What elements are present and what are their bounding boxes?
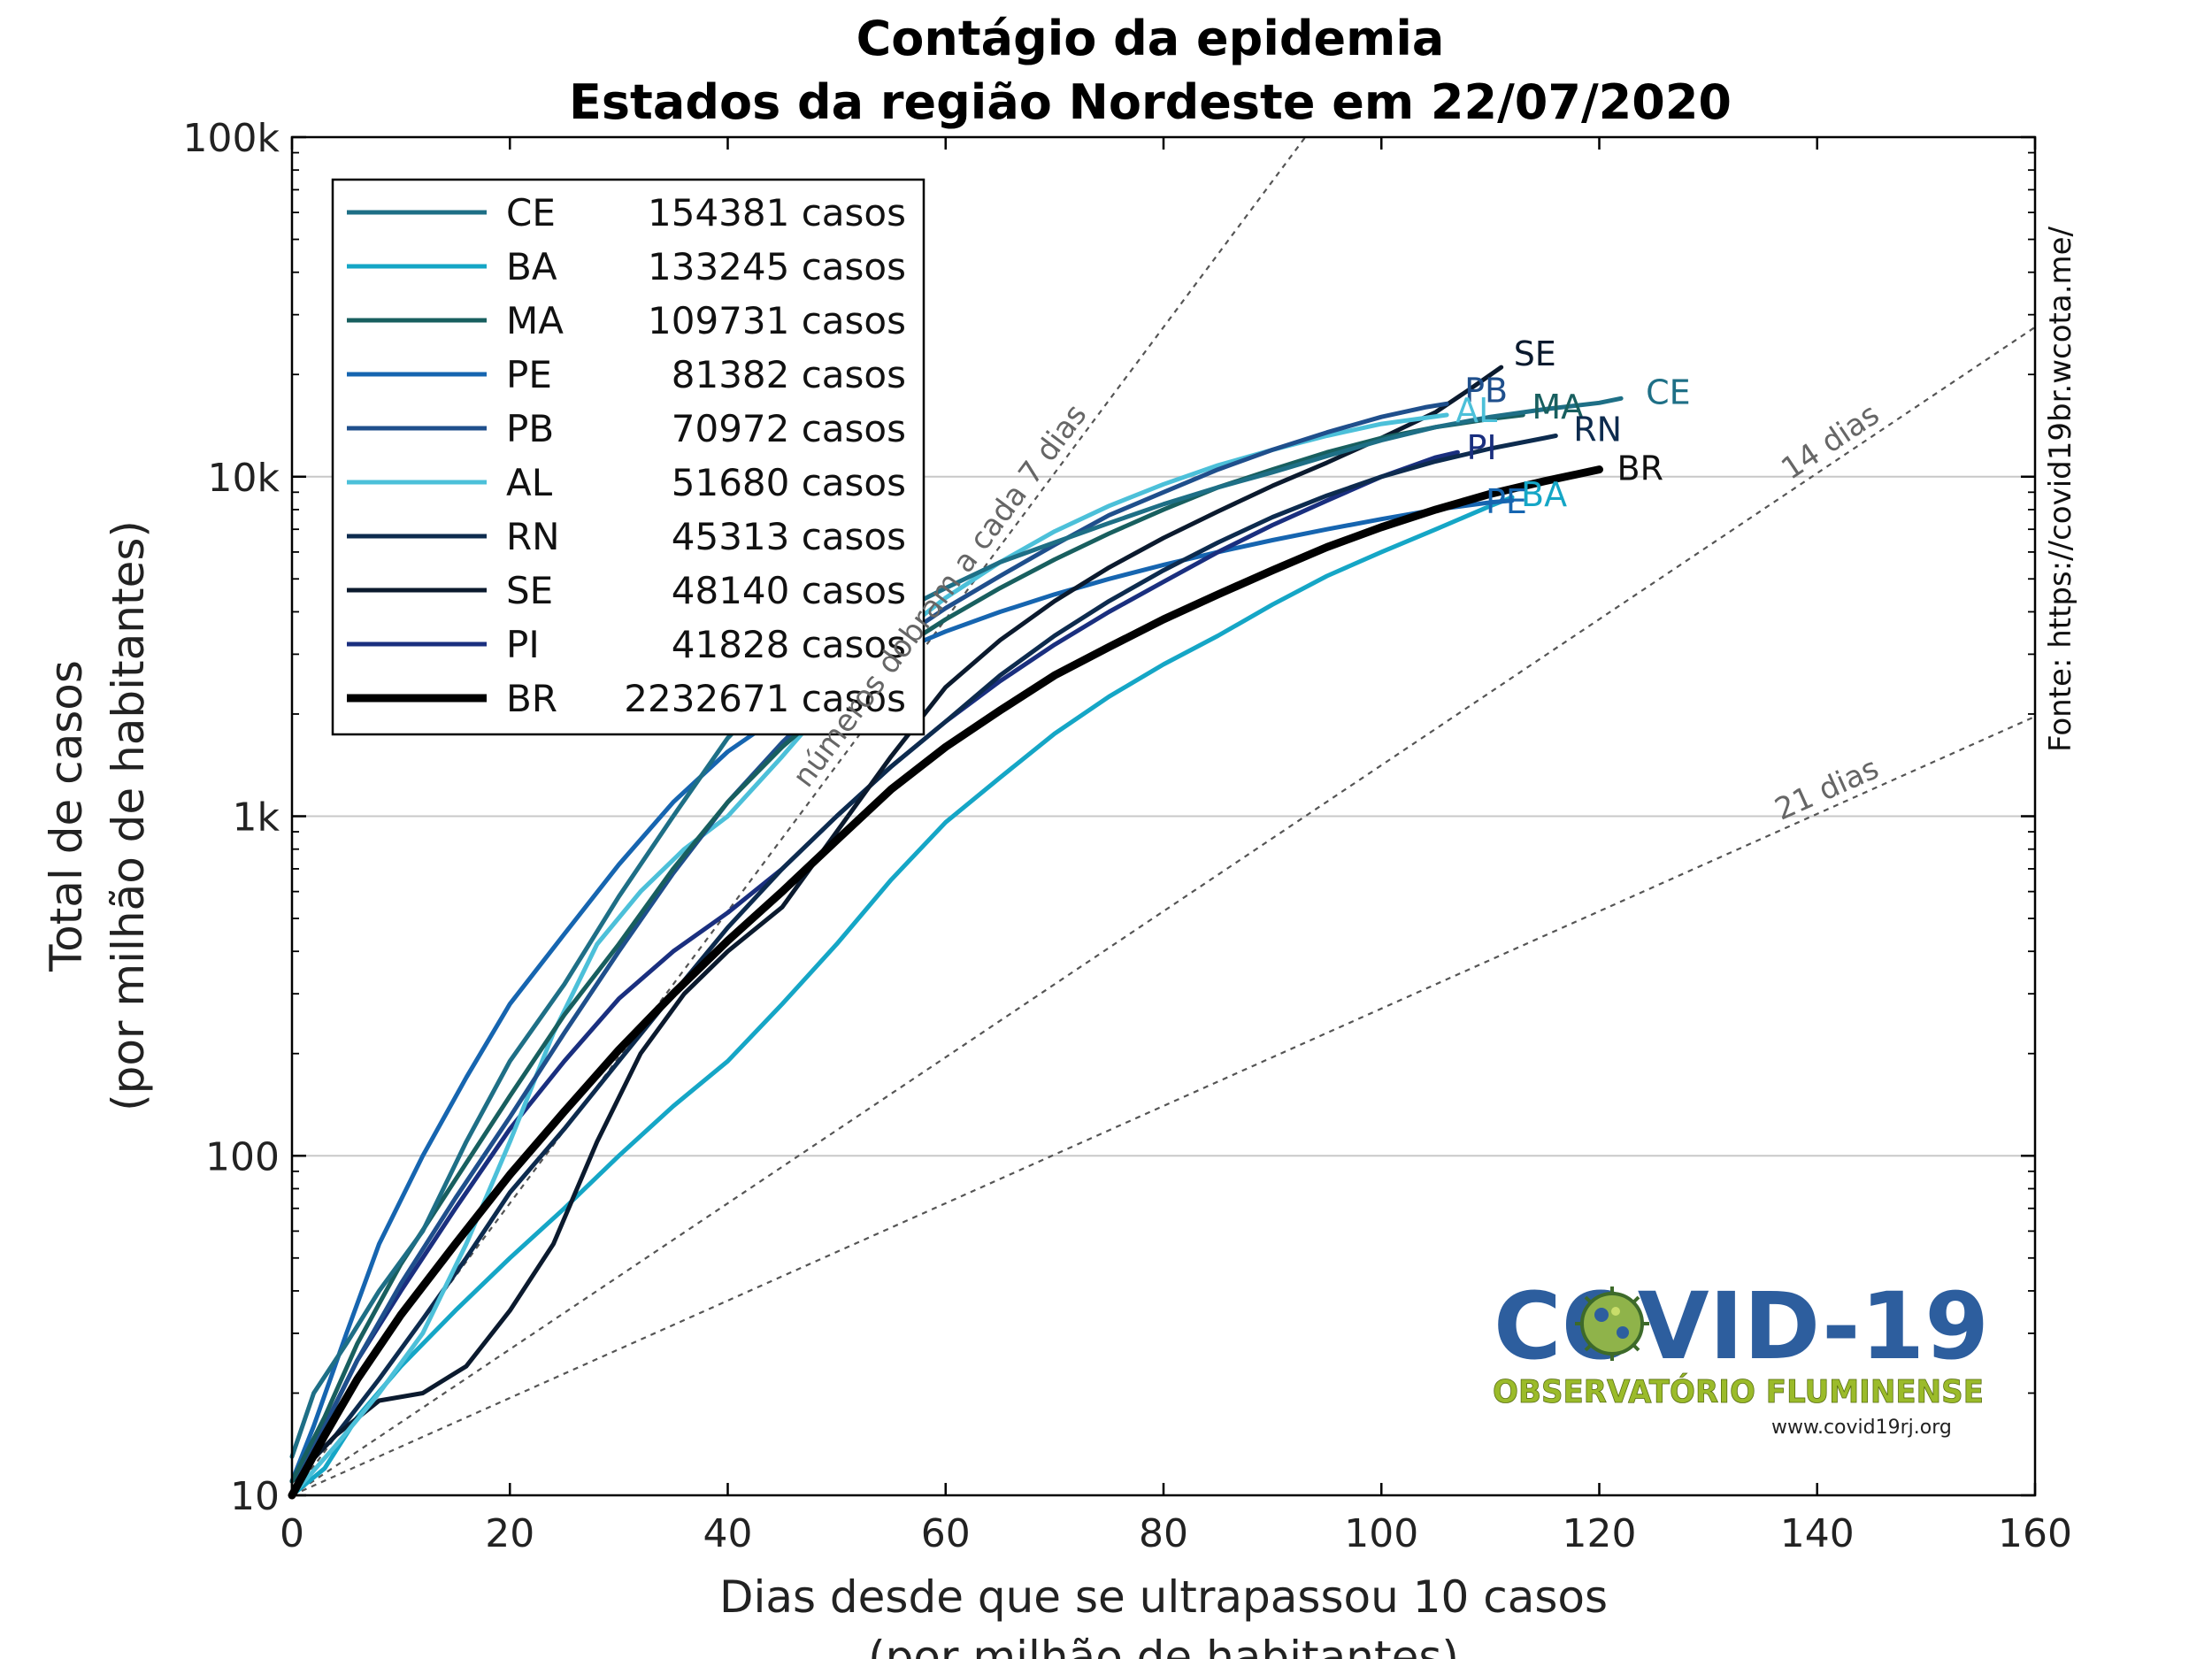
y-axis-label-2: (por milhão de habitantes) (103, 520, 154, 1111)
legend-name: PB (506, 407, 554, 450)
reference-line (292, 137, 1307, 1495)
chart-subtitle: Estados da região Nordeste em 22/07/2020 (569, 74, 1732, 130)
series-end-label: PE (1486, 482, 1527, 521)
legend-name: PI (506, 623, 540, 666)
y-tick-label: 100 (205, 1134, 280, 1179)
source-text: Fonte: https://covid19br.wcota.me/ (2043, 226, 2078, 752)
virus-icon (1575, 1286, 1649, 1361)
series-line-se (289, 365, 1504, 1484)
x-tick-label: 100 (1344, 1511, 1418, 1556)
chart-title: Contágio da epidemia (856, 11, 1445, 66)
covid19-logo: COVID-19 OBSERVATÓRIO FLUMINENSE www.cov… (1493, 1272, 1989, 1439)
reference-lines (292, 137, 2035, 1495)
legend-name: RN (506, 515, 560, 558)
legend-cases: 133245 casos (648, 245, 906, 288)
series-end-label: PB (1464, 371, 1508, 410)
legend-name: BR (506, 677, 557, 720)
logo-url: www.covid19rj.org (1771, 1417, 1952, 1439)
legend-cases: 41828 casos (672, 623, 906, 666)
x-tick-label: 60 (921, 1511, 971, 1556)
x-axis-label: Dias desde que se ultrapassou 10 casos (719, 1571, 1608, 1623)
x-tick-label: 0 (280, 1511, 304, 1556)
logo-title: COVID-19 (1494, 1272, 1989, 1380)
series-end-label: AL (1455, 391, 1497, 430)
logo-subtitle: OBSERVATÓRIO FLUMINENSE (1493, 1373, 1984, 1410)
legend-name: SE (506, 569, 553, 612)
legend-cases: 70972 casos (672, 407, 906, 450)
series-end-label: BR (1617, 449, 1663, 488)
legend-cases: 51680 casos (672, 461, 906, 504)
series-line-br (288, 465, 1603, 1500)
axis-ticks: 0 20 40 60 80 100 120 140 160 10 100 1k 10k 100k (183, 116, 2072, 1556)
series-end-label: BA (1521, 475, 1567, 514)
series-end-label: CE (1646, 373, 1691, 411)
series-line-rn (289, 434, 1558, 1484)
legend-name: BA (506, 245, 557, 288)
legend-name: PE (506, 353, 552, 396)
y-tick-label: 1k (233, 795, 280, 841)
x-tick-label: 40 (703, 1511, 753, 1556)
series-end-label: RN (1573, 410, 1622, 449)
legend: CE 154381 casos BA 133245 casos MA 109731 cas… (331, 178, 926, 736)
x-axis-label-2: (por milhão de habitantes) (868, 1632, 1459, 1659)
legend-name: AL (506, 461, 553, 504)
x-tick-label: 20 (485, 1511, 534, 1556)
x-tick-label: 160 (1998, 1511, 2072, 1556)
legend-cases: 81382 casos (672, 353, 906, 396)
y-axis-label: Total de casos (41, 660, 92, 972)
legend-cases: 154381 casos (648, 191, 906, 234)
legend-cases: 109731 casos (648, 299, 906, 342)
legend-name: MA (506, 299, 564, 342)
series-end-label: SE (1514, 334, 1556, 373)
series-end-label: MA (1532, 388, 1584, 426)
legend-cases: 48140 casos (672, 569, 906, 612)
y-tick-label: 10k (208, 456, 280, 501)
x-tick-label: 120 (1563, 1511, 1637, 1556)
legend-cases: 2232671 casos (624, 677, 906, 720)
x-tick-label: 140 (1780, 1511, 1855, 1556)
series-end-label: PI (1466, 428, 1496, 467)
legend-cases: 45313 casos (672, 515, 906, 558)
y-tick-label: 100k (183, 116, 280, 161)
x-tick-label: 80 (1139, 1511, 1188, 1556)
legend-name: CE (506, 191, 556, 234)
y-tick-label: 10 (230, 1474, 280, 1519)
series-line-ba (289, 495, 1515, 1498)
